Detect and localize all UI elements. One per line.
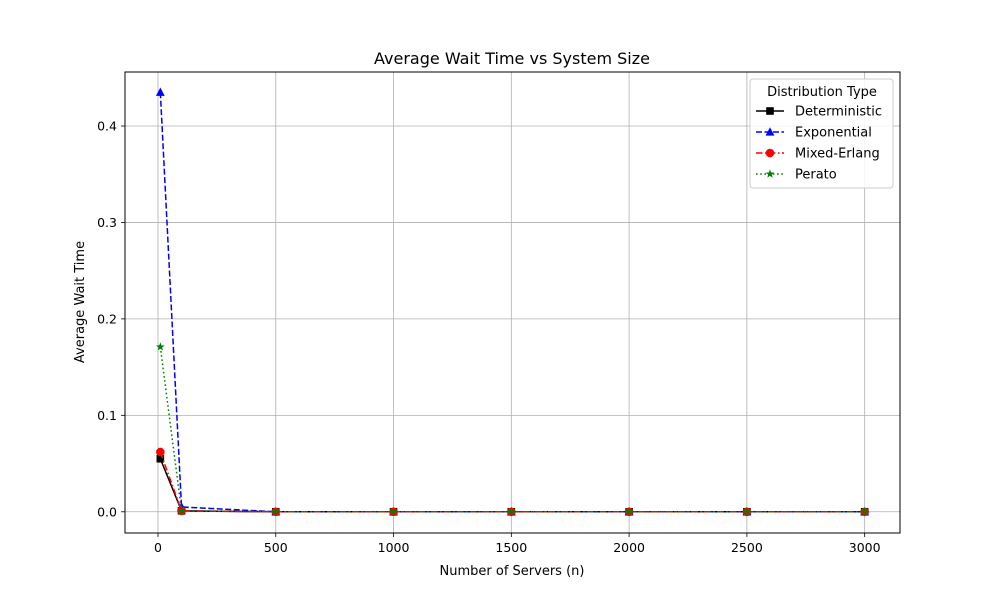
x-axis-label: Number of Servers (n) [440,564,585,579]
series-perato [155,342,870,516]
series-layer [155,87,870,517]
y-axis-label: Average Wait Time [73,241,88,363]
legend-marker-exponential [765,127,775,136]
legend-marker-perato [765,169,775,178]
legend-box [749,78,894,189]
legend-entry-deterministic: Deterministic [756,105,882,120]
data-point-perato [155,342,165,351]
y-axis-ticks: 0.0 0.1 0.2 0.3 0.4 [97,119,125,519]
x-tick-label: 1500 [495,540,527,555]
data-point-perato [860,507,870,516]
legend-marker-deterministic [766,107,774,115]
x-tick-label: 2000 [613,540,645,555]
data-point-deterministic [156,454,165,463]
legend: Distribution Type Deterministic Exponenti… [749,78,894,189]
chart-title: Average Wait Time vs System Size [374,49,650,68]
y-tick-label: 0.2 [97,311,117,326]
data-point-perato [624,507,634,516]
legend-entry-mixed-erlang: Mixed-Erlang [756,147,880,162]
data-point-mixed-erlang [156,447,165,457]
data-point-perato [271,507,281,516]
legend-label-perato: Perato [795,168,837,183]
legend-entry-exponential: Exponential [756,126,872,141]
x-tick-label: 3000 [849,540,881,555]
legend-label-deterministic: Deterministic [795,105,882,120]
data-point-perato [177,506,186,515]
y-tick-label: 0.0 [97,504,117,519]
x-tick-label: 0 [154,540,162,555]
x-axis-ticks: 0 500 1000 1500 2000 2500 3000 [154,533,881,555]
legend-entry-perato: Perato [756,168,837,183]
legend-label-exponential: Exponential [795,126,872,141]
data-point-perato [742,507,752,516]
legend-marker-mixed-erlang [765,148,775,158]
legend-label-mixed-erlang: Mixed-Erlang [795,147,880,162]
series-line-perato [159,346,865,513]
y-tick-label: 0.3 [97,215,117,230]
y-tick-label: 0.4 [97,119,117,134]
legend-entries: Deterministic Exponential Mixed-Erlang Pera… [756,105,882,183]
plot-area-frame [124,71,901,534]
x-tick-label: 2500 [731,540,763,555]
data-point-perato [389,507,398,516]
y-tick-label: 0.1 [97,408,117,423]
legend-title: Distribution Type [767,85,877,100]
x-tick-label: 500 [264,540,288,555]
x-tick-label: 1000 [378,540,410,555]
data-point-perato [506,507,516,516]
data-point-exponential [155,87,165,96]
